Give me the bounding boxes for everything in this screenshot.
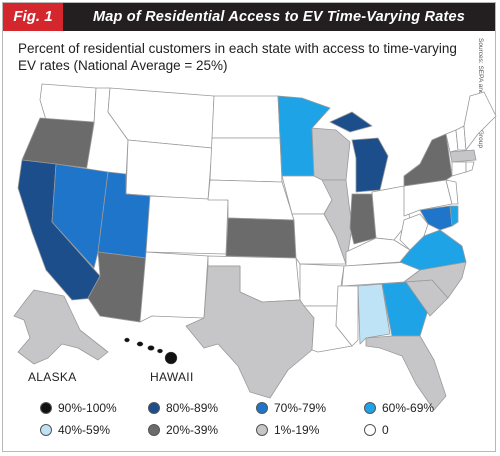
legend-item: 0 [364,421,389,439]
state-colorado [145,195,229,255]
state-indiana [349,193,377,245]
legend-item: 90%-100% [40,399,117,417]
state-oregon [21,117,95,169]
legend-swatch [40,402,52,414]
figure-header: Fig. 1 Map of Residential Access to EV T… [3,3,495,31]
state-connecticut [451,161,467,177]
figure-number: Fig. 1 [3,3,63,31]
state-alabama [357,283,391,345]
state-florida [365,335,447,411]
alaska-label: ALASKA [28,370,77,384]
state-arizona [87,251,147,323]
state-new-mexico [139,251,209,323]
legend-item: 40%-59% [40,421,110,439]
state-massachusetts [449,149,477,163]
state-south-dakota [209,137,283,183]
state-mississippi [335,285,359,347]
legend-item: 80%-89% [148,399,218,417]
legend-swatch [40,424,52,436]
state-delaware [449,205,459,227]
state-washington [39,83,97,125]
legend-swatch [364,424,376,436]
state-alaska [13,289,109,365]
legend-item: 20%-39% [148,421,218,439]
legend-swatch [256,424,268,436]
legend: 90%-100% 80%-89% 70%-79% 60%-69% 40%-59%… [40,393,470,441]
state-illinois [321,179,353,265]
state-new-york [403,133,453,187]
state-wyoming [125,139,213,201]
legend-swatch [364,402,376,414]
state-rhode-island [465,161,475,173]
legend-item: 70%-79% [256,399,326,417]
legend-swatch [148,424,160,436]
legend-item: 60%-69% [364,399,434,417]
legend-swatch [256,402,268,414]
map-subtitle: Percent of residential customers in each… [18,41,457,73]
hawaii-label: HAWAII [150,370,194,384]
state-texas [185,265,315,399]
state-west-virginia [399,213,429,251]
state-maine [463,91,497,151]
state-hawaii [124,337,178,365]
state-new-jersey [445,179,459,205]
figure-title: Map of Residential Access to EV Time-Var… [92,9,466,25]
legend-swatch [148,402,160,414]
state-wisconsin [311,127,351,181]
state-michigan [329,111,389,193]
state-north-dakota [211,95,281,139]
legend-item: 1%-19% [256,421,319,439]
state-kansas [225,217,297,259]
state-nevada [51,163,109,269]
state-maryland [419,205,453,231]
